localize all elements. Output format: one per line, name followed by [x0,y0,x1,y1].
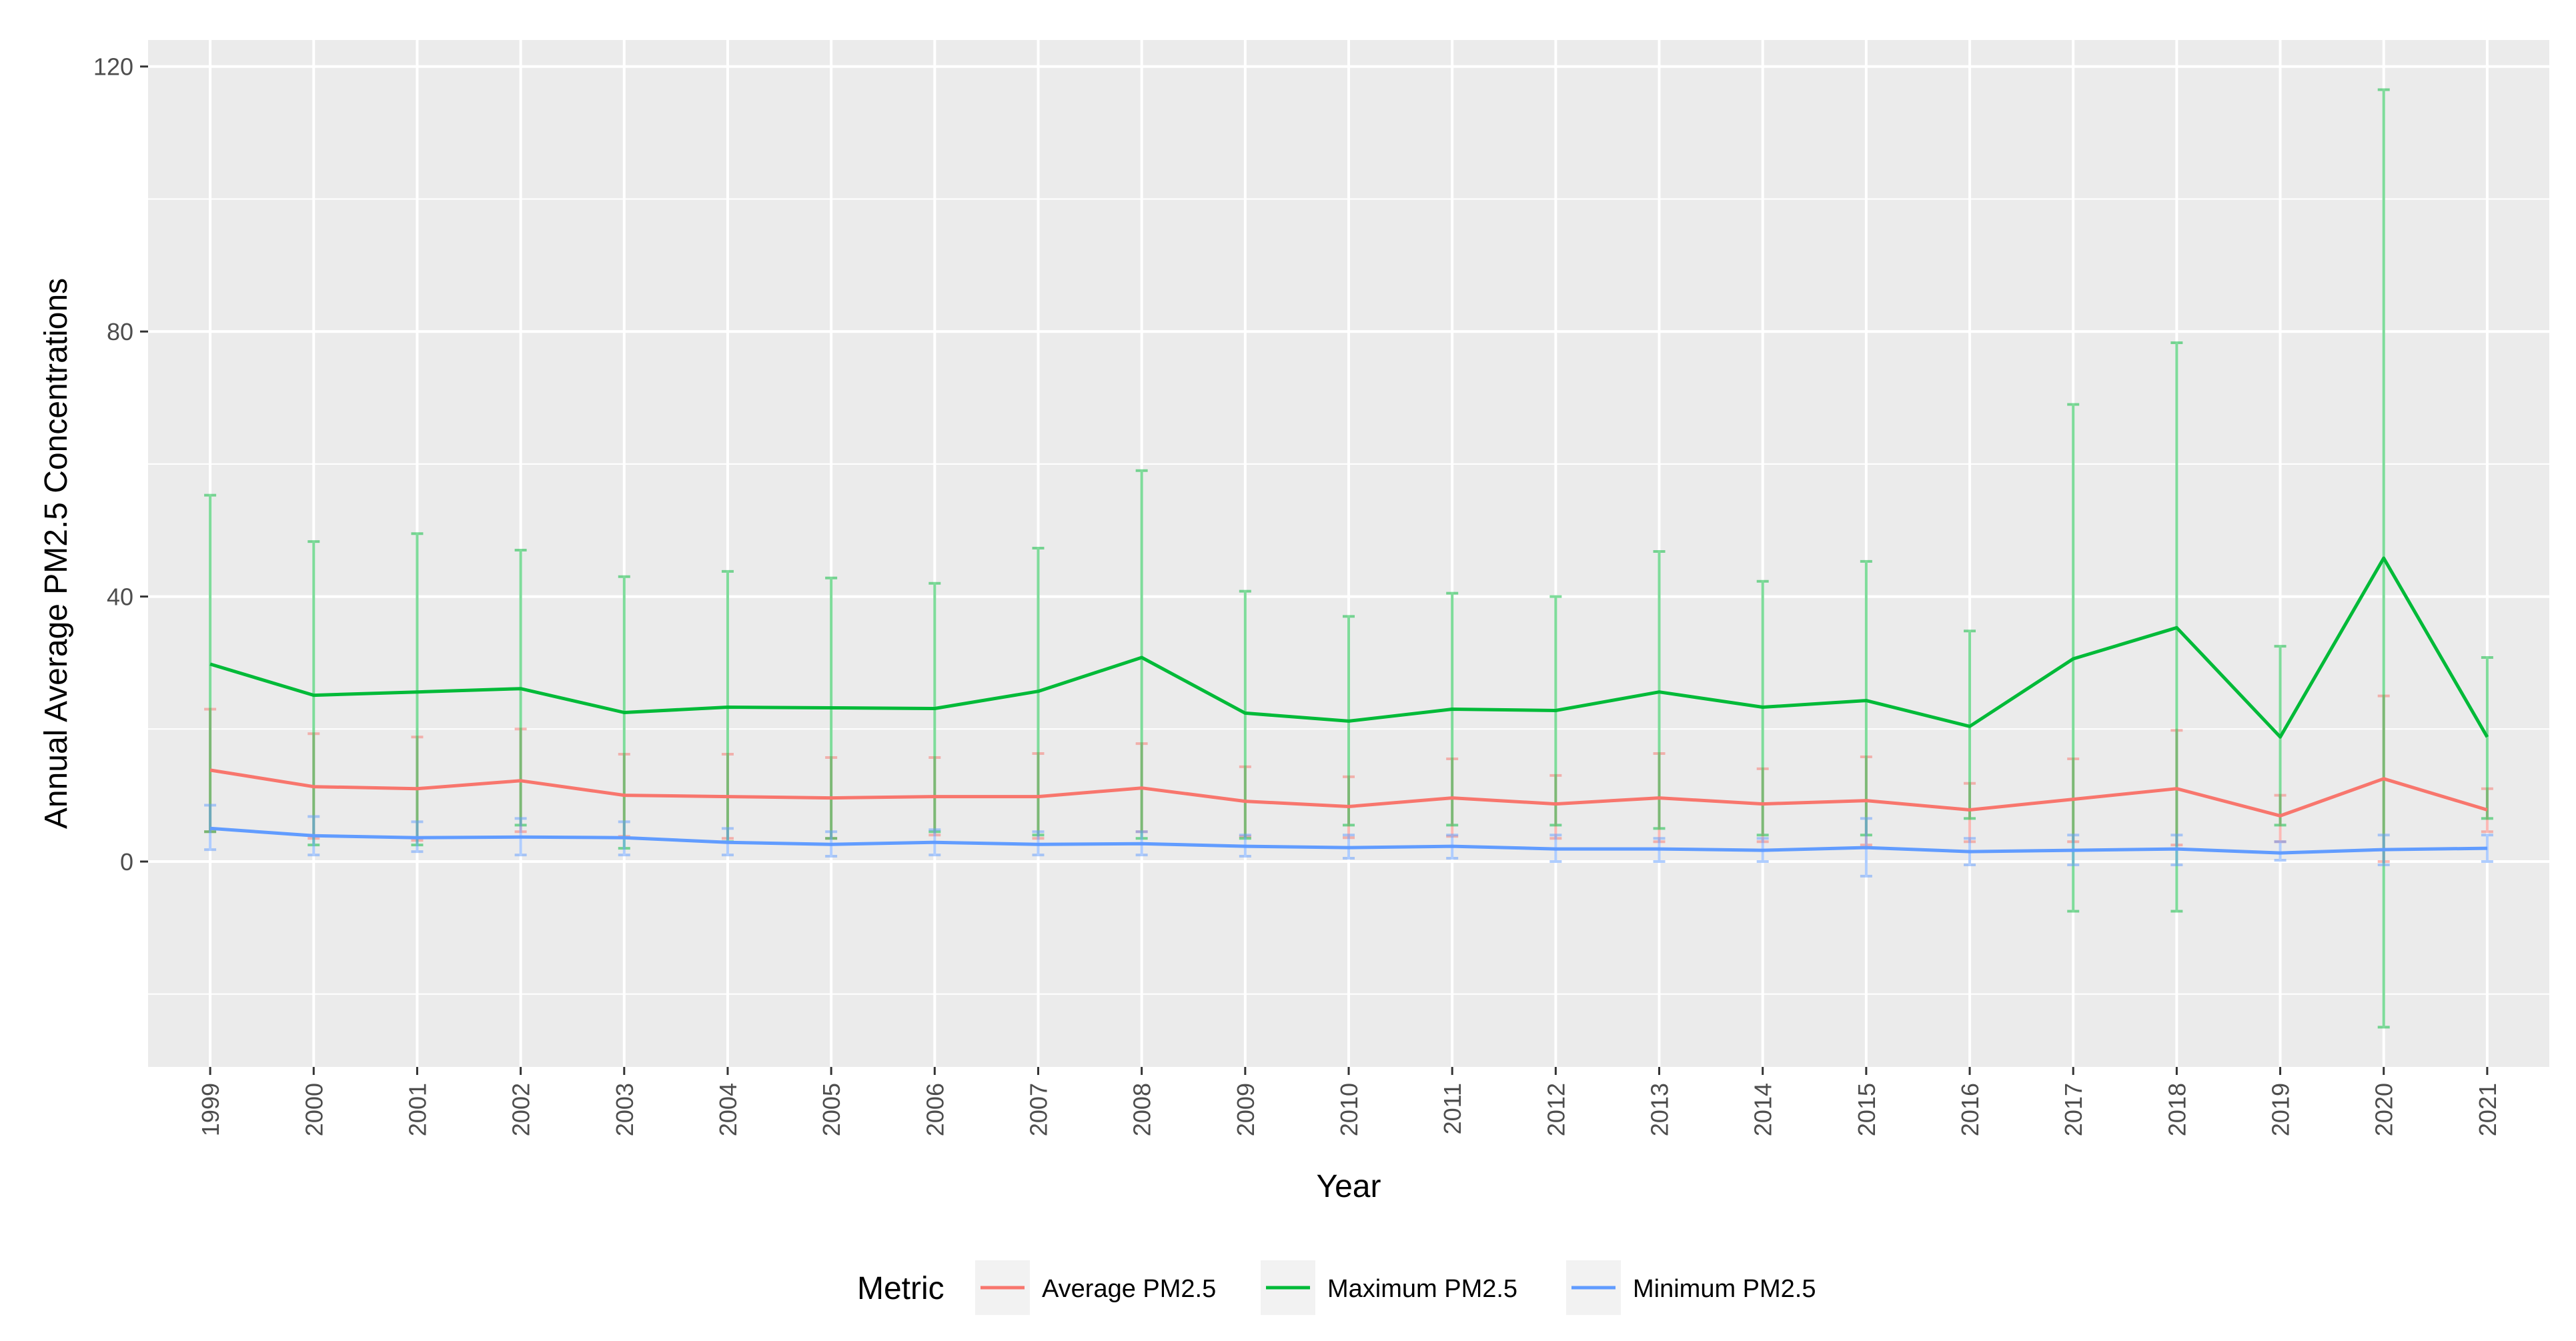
x-tick-label: 2000 [300,1083,328,1136]
series-line [209,556,2489,739]
y-tick-label: 80 [107,318,133,345]
y-axis: 0 40 80 120 [93,53,148,876]
y-tick-label: 120 [93,53,133,81]
x-tick-label: 2007 [1025,1083,1052,1136]
series-lines [209,556,2489,855]
y-tick-label: 40 [107,583,133,611]
legend-label: Maximum PM2.5 [1327,1275,1517,1303]
x-axis-title: Year [1317,1169,1381,1204]
x-tick-label: 2019 [2267,1083,2295,1136]
x-tick-label: 2010 [1335,1083,1363,1136]
x-tick-label: 2001 [404,1083,431,1136]
x-tick-label: 2014 [1750,1083,1777,1136]
legend-label: Average PM2.5 [1042,1275,1216,1303]
x-tick-label: 2018 [2163,1083,2190,1136]
x-tick-label: 2021 [2474,1083,2501,1136]
error-bar [2481,655,2493,820]
x-tick-label: 2020 [2371,1083,2398,1136]
x-tick-label: 2013 [1646,1083,1674,1136]
x-tick-label: 2005 [818,1083,845,1136]
x-axis: 1999 2000 2001 2002 2003 2004 2005 2006 2007 2008… [197,1067,2501,1136]
x-tick-label: 2016 [1956,1083,1984,1136]
y-axis-title: Annual Average PM2.5 Concentrations [39,278,74,829]
x-tick-label: 2008 [1129,1083,1156,1136]
error-bar [2274,840,2287,862]
series-line [209,768,2488,818]
x-tick-label: 2004 [714,1083,742,1136]
legend: Metric Average PM2.5 Maximum PM2.5 Minimum… [857,1260,1816,1315]
x-tick-label: 2017 [2060,1083,2087,1136]
series-line [209,826,2487,855]
x-tick-label: 2002 [508,1083,535,1136]
x-tick-label: 2009 [1232,1083,1259,1136]
x-tick-label: 2006 [921,1083,948,1136]
x-tick-label: 2011 [1439,1083,1466,1134]
legend-label: Minimum PM2.5 [1633,1275,1816,1303]
y-tick-label: 0 [120,848,133,876]
error-bar [204,804,217,852]
x-tick-label: 1999 [197,1083,224,1136]
x-tick-label: 2015 [1853,1083,1880,1136]
legend-title: Metric [857,1271,944,1306]
x-tick-label: 2012 [1542,1083,1569,1136]
error-bar [1653,550,1666,830]
x-tick-label: 2003 [611,1083,638,1136]
